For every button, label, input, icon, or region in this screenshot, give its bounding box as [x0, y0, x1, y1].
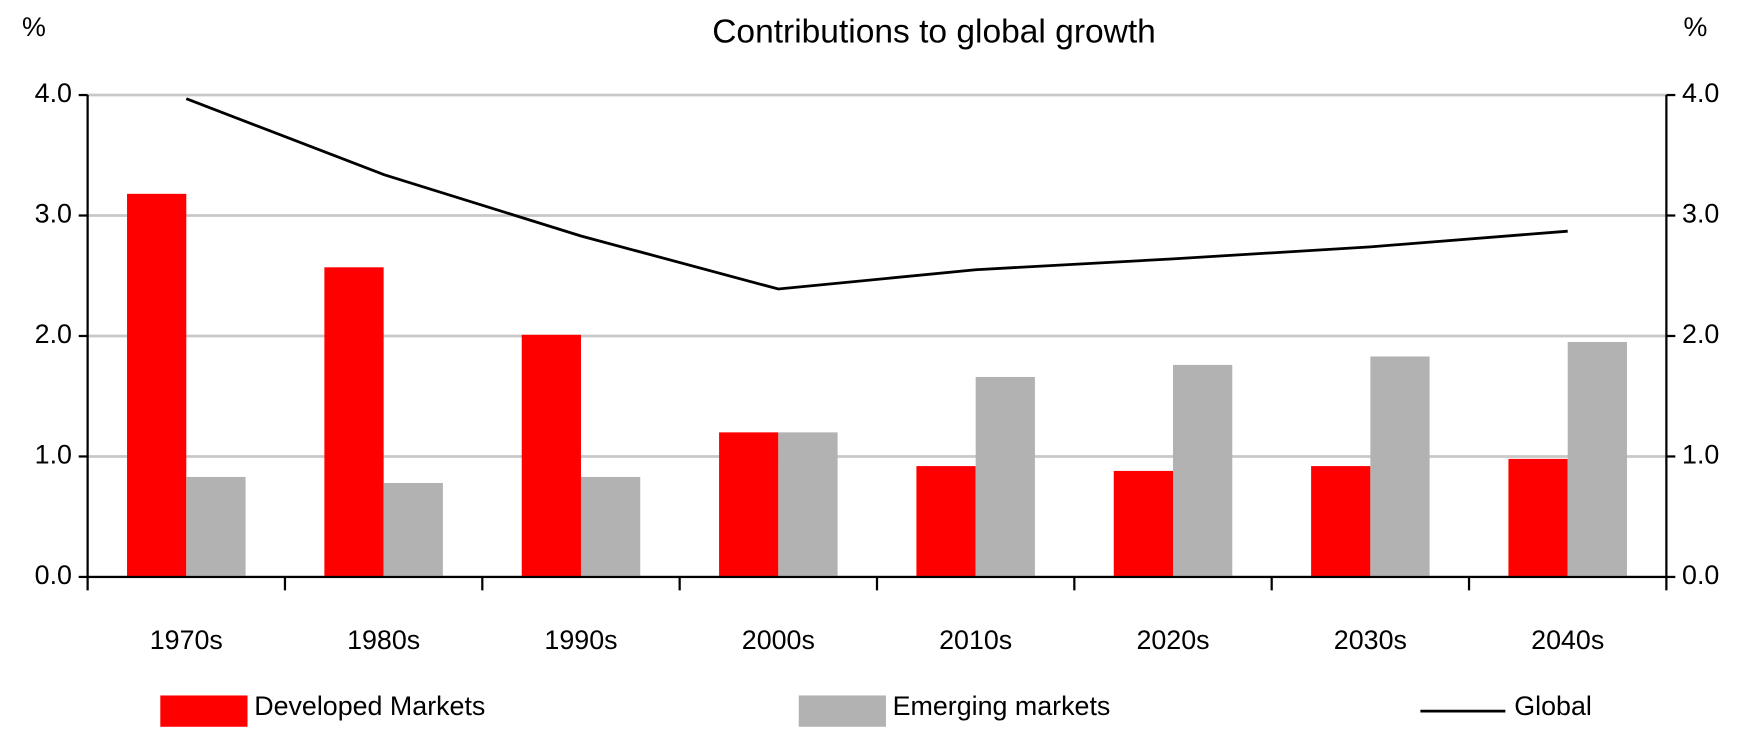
- bar: [127, 193, 187, 577]
- bar: [778, 432, 838, 577]
- legend-swatch: [798, 695, 886, 727]
- y-tick-label: 2.0: [35, 319, 72, 349]
- chart-title: Contributions to global growth: [712, 13, 1156, 50]
- y-axis-label: %: [22, 12, 46, 42]
- x-tick-label: 1970s: [150, 625, 223, 655]
- bar: [1567, 342, 1627, 577]
- bar: [916, 466, 976, 577]
- y2-tick-label: 3.0: [1682, 199, 1719, 229]
- line-series: [185, 97, 1568, 291]
- bar: [719, 432, 779, 577]
- x-tick-label: 1990s: [544, 625, 617, 655]
- y2-axis-label: %: [1684, 12, 1708, 42]
- bar: [324, 267, 384, 577]
- y2-tick-label: 0.0: [1682, 560, 1719, 590]
- y2-tick-label: 2.0: [1682, 319, 1719, 349]
- x-tick-label: 2010s: [939, 625, 1012, 655]
- legend-label: Developed Markets: [254, 691, 485, 721]
- x-tick-label: 2020s: [1136, 625, 1209, 655]
- bar: [1173, 364, 1233, 577]
- bar: [1113, 470, 1174, 577]
- bar: [1370, 356, 1430, 577]
- bar: [186, 476, 246, 577]
- bar: [975, 376, 1035, 577]
- bar: [521, 334, 581, 577]
- y2-tick-label: 4.0: [1682, 78, 1719, 108]
- x-tick-label: 2030s: [1334, 625, 1407, 655]
- y-tick-label: 3.0: [35, 199, 72, 229]
- y-tick-label: 4.0: [35, 78, 72, 108]
- x-tick-label: 2000s: [742, 625, 815, 655]
- x-tick-label: 1980s: [347, 625, 420, 655]
- y-tick-label: 0.0: [35, 560, 72, 590]
- bar: [1508, 458, 1568, 577]
- bar: [1311, 466, 1371, 577]
- bar: [580, 476, 641, 577]
- legend-label: Emerging markets: [893, 691, 1111, 721]
- legend-label: Global: [1514, 691, 1592, 721]
- x-tick-label: 2040s: [1531, 625, 1604, 655]
- legend-swatch: [160, 695, 248, 727]
- bar: [383, 482, 443, 577]
- y2-tick-label: 1.0: [1682, 440, 1719, 470]
- y-tick-label: 1.0: [35, 440, 72, 470]
